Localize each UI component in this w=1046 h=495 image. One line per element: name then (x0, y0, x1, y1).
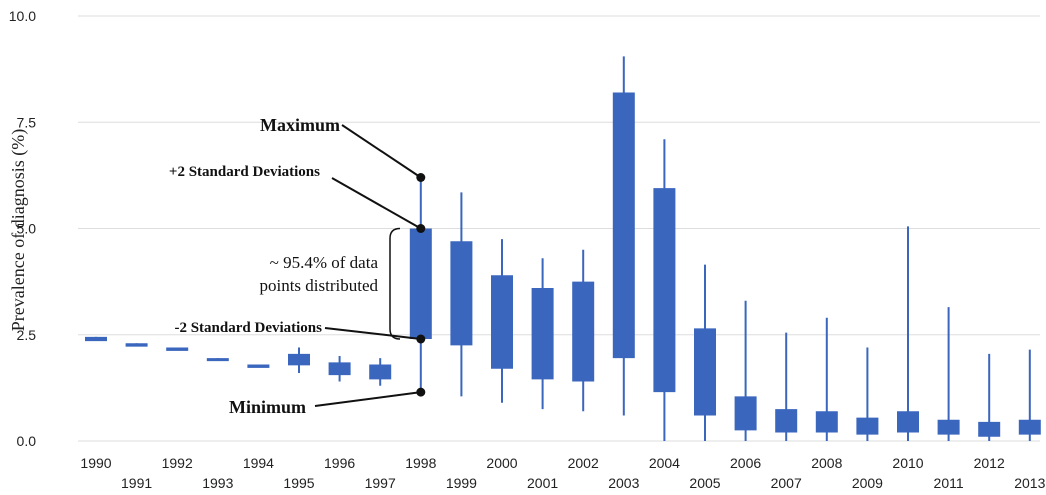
y-tick-label: 2.5 (17, 327, 37, 343)
box-1990 (85, 336, 107, 342)
box-1992 (166, 347, 189, 351)
box-2009 (856, 417, 879, 435)
x-tick-label: 1995 (283, 475, 314, 491)
plus2sd-label: +2 Standard Deviations (169, 164, 320, 180)
box-2006 (734, 396, 757, 431)
x-tick-label: 2010 (892, 455, 923, 471)
x-tick-label: 2013 (1014, 475, 1045, 491)
box-2007 (775, 409, 798, 433)
x-tick-label: 2005 (689, 475, 720, 491)
box-2010 (897, 411, 919, 433)
y-tick-label: 5.0 (17, 221, 37, 237)
gridlines (78, 15, 1040, 442)
box-2011 (937, 419, 960, 435)
range-bracket (389, 227, 401, 340)
y-tick-label: 0.0 (17, 433, 37, 449)
x-tick-label: 2011 (934, 475, 964, 491)
x-tick-label: 2007 (771, 475, 802, 491)
x-tick-label: 1996 (324, 455, 355, 471)
x-tick-label: 2006 (730, 455, 761, 471)
box-2008 (815, 411, 838, 433)
x-tick-label: 2008 (811, 455, 842, 471)
box-1993 (206, 358, 229, 362)
x-tick-label: 2000 (486, 455, 517, 471)
box-2002 (572, 281, 595, 382)
x-tick-label: 1990 (80, 455, 111, 471)
maximum-leader (341, 124, 422, 179)
y-axis: 0.0 2.5 5.0 7.5 10.0 (9, 8, 36, 449)
x-tick-label: 1991 (121, 475, 152, 491)
box-2012 (978, 421, 1001, 437)
box-2003 (612, 92, 635, 359)
box-2005 (694, 328, 716, 416)
box-1997 (369, 364, 392, 380)
x-tick-label: 1999 (446, 475, 477, 491)
box-2004 (653, 188, 676, 393)
range-label-line2: points distributed (259, 276, 378, 295)
minus2sd-label: -2 Standard Deviations (174, 320, 322, 336)
minimum-label: Minimum (229, 397, 306, 417)
x-tick-label: 2003 (608, 475, 639, 491)
x-tick-label: 1994 (243, 455, 274, 471)
x-tick-label: 2004 (649, 455, 680, 471)
box-series (85, 56, 1041, 441)
x-axis: 1990 1991 1992 1993 1994 1995 1996 1997 1998 1999… (80, 455, 1045, 491)
maximum-label: Maximum (260, 115, 340, 135)
box-1998 (409, 228, 432, 339)
annotations: Maximum +2 Standard Deviations ~ 95.4% of … (169, 115, 426, 417)
x-tick-label: 1998 (405, 455, 436, 471)
y-tick-label: 7.5 (17, 114, 37, 130)
box-1995 (288, 353, 310, 366)
box-1996 (328, 362, 351, 376)
range-label-line1: ~ 95.4% of data (270, 253, 379, 272)
box-2013 (1018, 419, 1041, 435)
y-tick-label: 10.0 (9, 8, 36, 24)
box-1999 (450, 241, 473, 346)
x-tick-label: 1992 (162, 455, 193, 471)
minus2sd-leader (324, 327, 421, 340)
box-1991 (125, 343, 148, 347)
plus2sd-leader (331, 177, 422, 230)
x-tick-label: 1993 (202, 475, 233, 491)
x-tick-label: 2009 (852, 475, 883, 491)
x-tick-label: 2002 (568, 455, 599, 471)
x-tick-label: 2001 (527, 475, 558, 491)
box-2000 (491, 275, 513, 369)
x-tick-label: 1997 (365, 475, 396, 491)
x-tick-label: 2012 (974, 455, 1005, 471)
minimum-leader (314, 391, 421, 407)
box-1994 (247, 364, 270, 368)
y-axis-label: Prevalence of diagnosis (%) (8, 129, 29, 331)
box-2001 (531, 288, 554, 380)
